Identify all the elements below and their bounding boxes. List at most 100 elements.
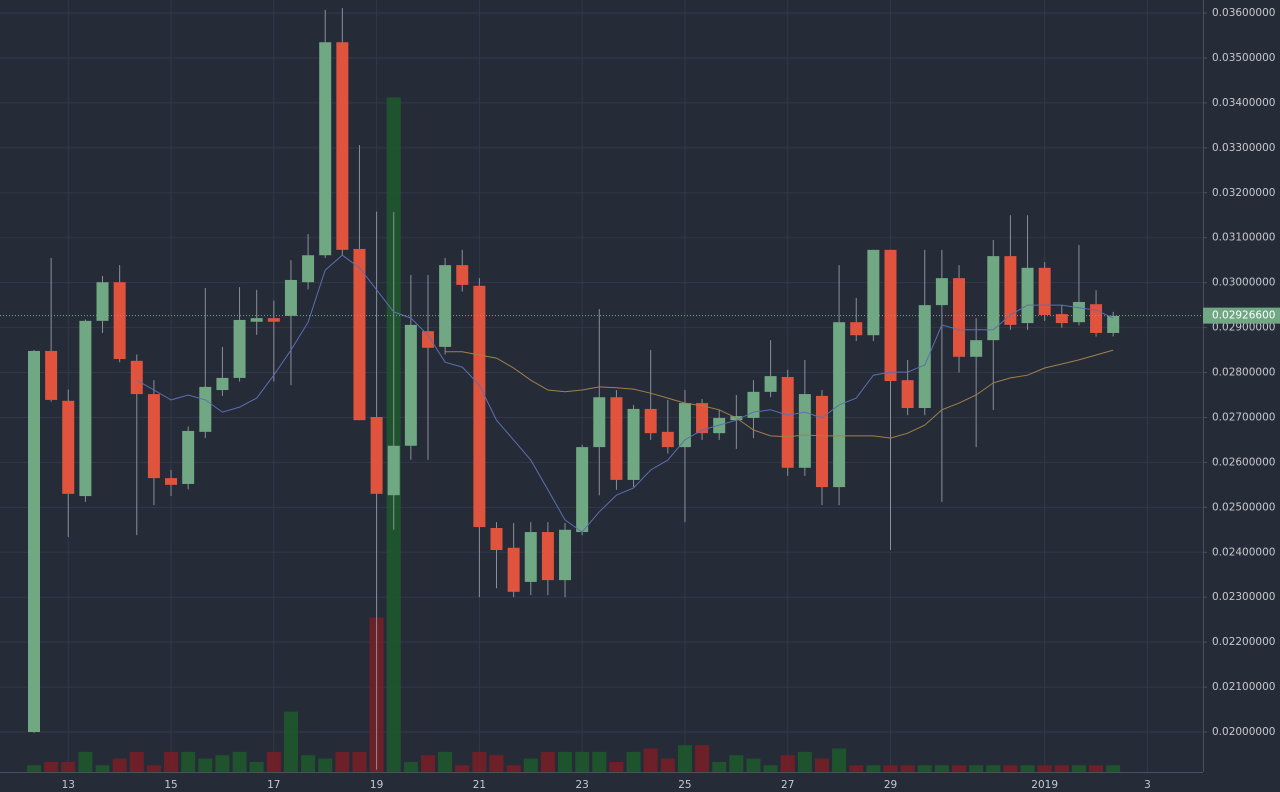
candle-body xyxy=(473,285,486,528)
candle-body xyxy=(867,249,880,336)
x-tick-label: 25 xyxy=(678,779,691,791)
candle-body xyxy=(421,331,434,348)
y-tick-label: 0.02200000 xyxy=(1212,636,1275,648)
candle-body xyxy=(696,403,709,434)
candle-body xyxy=(336,42,349,250)
volume-bar xyxy=(129,751,144,772)
candle-body xyxy=(216,377,229,391)
y-tick-label: 0.02800000 xyxy=(1212,367,1275,379)
y-tick-label: 0.02700000 xyxy=(1212,411,1275,423)
candle-body xyxy=(182,430,195,484)
last-price-label: 0.02926600 xyxy=(1212,310,1275,322)
candle-body xyxy=(404,324,417,446)
candle-body xyxy=(935,278,948,306)
volume-bar xyxy=(352,751,367,772)
volume-bar xyxy=(1071,765,1086,772)
candle-body xyxy=(541,532,554,581)
volume-bar xyxy=(472,751,487,772)
candle-body xyxy=(233,319,246,378)
volume-bar xyxy=(1106,765,1121,772)
candle-body xyxy=(644,408,657,434)
candle-body xyxy=(353,248,366,421)
y-tick-label: 0.02500000 xyxy=(1212,501,1275,513)
volume-bar xyxy=(27,765,41,772)
candle-body xyxy=(199,386,212,432)
volume-bar xyxy=(283,711,298,772)
volume-bar xyxy=(249,761,264,772)
y-tick-label: 0.03400000 xyxy=(1212,97,1275,109)
y-tick-label: 0.02400000 xyxy=(1212,546,1275,558)
volume-bar xyxy=(420,755,435,772)
x-tick-label: 17 xyxy=(267,779,280,791)
volume-bar xyxy=(335,751,350,772)
y-tick-label: 0.02600000 xyxy=(1212,456,1275,468)
y-tick-label: 0.02900000 xyxy=(1212,322,1275,334)
x-tick-label: 3 xyxy=(1144,779,1151,791)
candle-body xyxy=(130,360,143,395)
volume-bar xyxy=(215,755,230,772)
volume-bar xyxy=(866,765,881,772)
volume-bar xyxy=(626,751,641,772)
volume-bar xyxy=(969,765,984,772)
x-tick-label: 19 xyxy=(370,779,383,791)
candle-body xyxy=(901,380,914,409)
x-tick-label: 27 xyxy=(781,779,794,791)
volume-bar xyxy=(1089,765,1104,772)
volume-bar xyxy=(763,765,778,772)
candle-body xyxy=(28,350,40,733)
candle-body xyxy=(456,265,469,285)
candle-body xyxy=(627,408,640,480)
candle-body xyxy=(45,350,58,400)
volume-bar xyxy=(986,765,1001,772)
candle-body xyxy=(439,265,452,347)
x-tick-label: 23 xyxy=(575,779,588,791)
volume-bar xyxy=(455,765,470,772)
candle-body xyxy=(490,527,503,551)
volume-bar xyxy=(198,758,213,772)
x-tick-label: 15 xyxy=(164,779,177,791)
volume-bar xyxy=(934,765,949,772)
volume-bar xyxy=(695,745,710,772)
volume-bar xyxy=(1003,765,1018,772)
volume-bar xyxy=(540,751,555,772)
volume-bar xyxy=(146,765,161,772)
candle-body xyxy=(96,282,109,321)
y-tick-label: 0.02100000 xyxy=(1212,681,1275,693)
x-tick-label: 2019 xyxy=(1031,779,1058,791)
candle-body xyxy=(387,445,400,496)
volume-bar xyxy=(952,765,967,772)
candle-body xyxy=(370,417,383,494)
candle-body xyxy=(559,529,572,581)
y-tick-label: 0.03300000 xyxy=(1212,142,1275,154)
volume-bar xyxy=(849,765,864,772)
volume-bar xyxy=(780,755,795,772)
last-price-tag xyxy=(1203,307,1280,324)
candle-body xyxy=(1072,301,1085,323)
candle-body xyxy=(302,255,315,283)
volume-bar xyxy=(1054,765,1069,772)
volume-bar xyxy=(1037,765,1052,772)
candle-body xyxy=(970,340,983,357)
candle-body xyxy=(165,478,178,485)
volume-bar xyxy=(558,751,573,772)
moving-average-line xyxy=(445,349,1114,439)
candle-body xyxy=(764,376,777,392)
candle-body xyxy=(1021,267,1034,324)
y-tick-label: 0.03600000 xyxy=(1212,7,1275,19)
volume-bar xyxy=(592,751,607,772)
volume-bar xyxy=(403,761,418,772)
volume-bar xyxy=(797,751,812,772)
volume-bar xyxy=(44,761,59,772)
volume-bar xyxy=(677,745,692,772)
candle-body xyxy=(918,305,931,409)
volume-bar xyxy=(164,751,179,772)
y-tick-label: 0.03500000 xyxy=(1212,52,1275,64)
volume-bar xyxy=(232,751,247,772)
candle-body xyxy=(576,447,589,533)
volume-bar xyxy=(95,765,110,772)
volume-bar xyxy=(609,761,624,772)
volume-bar xyxy=(301,755,316,772)
volume-bar xyxy=(729,755,744,772)
